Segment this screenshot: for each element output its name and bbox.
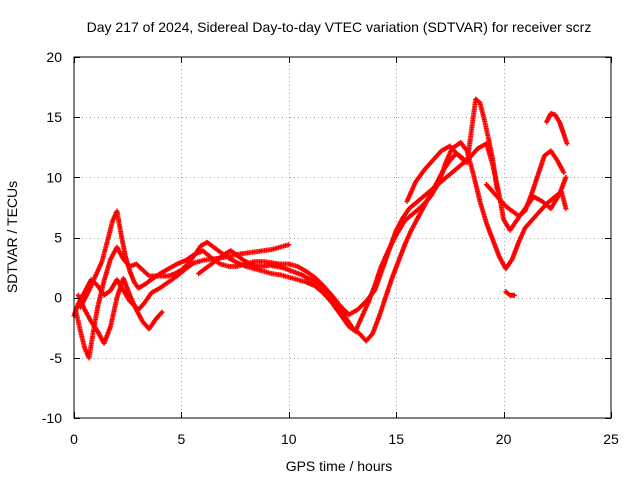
data-markers: [544, 111, 570, 147]
data-markers: [75, 275, 165, 346]
chart-title: Day 217 of 2024, Sidereal Day-to-day VTE…: [87, 19, 592, 35]
x-tick-label: 15: [388, 431, 404, 447]
series-track-8: [544, 111, 570, 147]
series-track-4: [75, 275, 165, 346]
y-tick-label: -10: [42, 410, 62, 426]
y-tick-label: 20: [46, 49, 62, 65]
y-tick-label: 5: [54, 230, 62, 246]
x-tick-label: 0: [70, 431, 78, 447]
y-tick-label: 0: [54, 290, 62, 306]
data-markers: [503, 289, 517, 298]
series-track-5: [196, 150, 466, 344]
data-markers: [404, 96, 500, 204]
x-tick-label: 10: [281, 431, 297, 447]
y-tick-label: 10: [46, 169, 62, 185]
series-track-7: [483, 148, 567, 219]
y-tick-label: 15: [46, 109, 62, 125]
axis-ticks: 0 5 10 15 20 25 -10 -5 0 5 10 15 20: [42, 49, 619, 447]
data-series: [71, 96, 570, 361]
y-tick-label: -5: [50, 350, 63, 366]
series-track-9: [503, 289, 517, 298]
data-markers: [483, 148, 567, 219]
plot-border: [73, 56, 612, 419]
y-axis-title: SDTVAR / TECUs: [4, 181, 20, 293]
x-axis-title: GPS time / hours: [286, 458, 393, 474]
series-track-6: [404, 96, 500, 204]
data-markers: [196, 150, 466, 344]
x-tick-label: 5: [178, 431, 186, 447]
x-tick-label: 20: [496, 431, 512, 447]
x-tick-label: 25: [603, 431, 619, 447]
